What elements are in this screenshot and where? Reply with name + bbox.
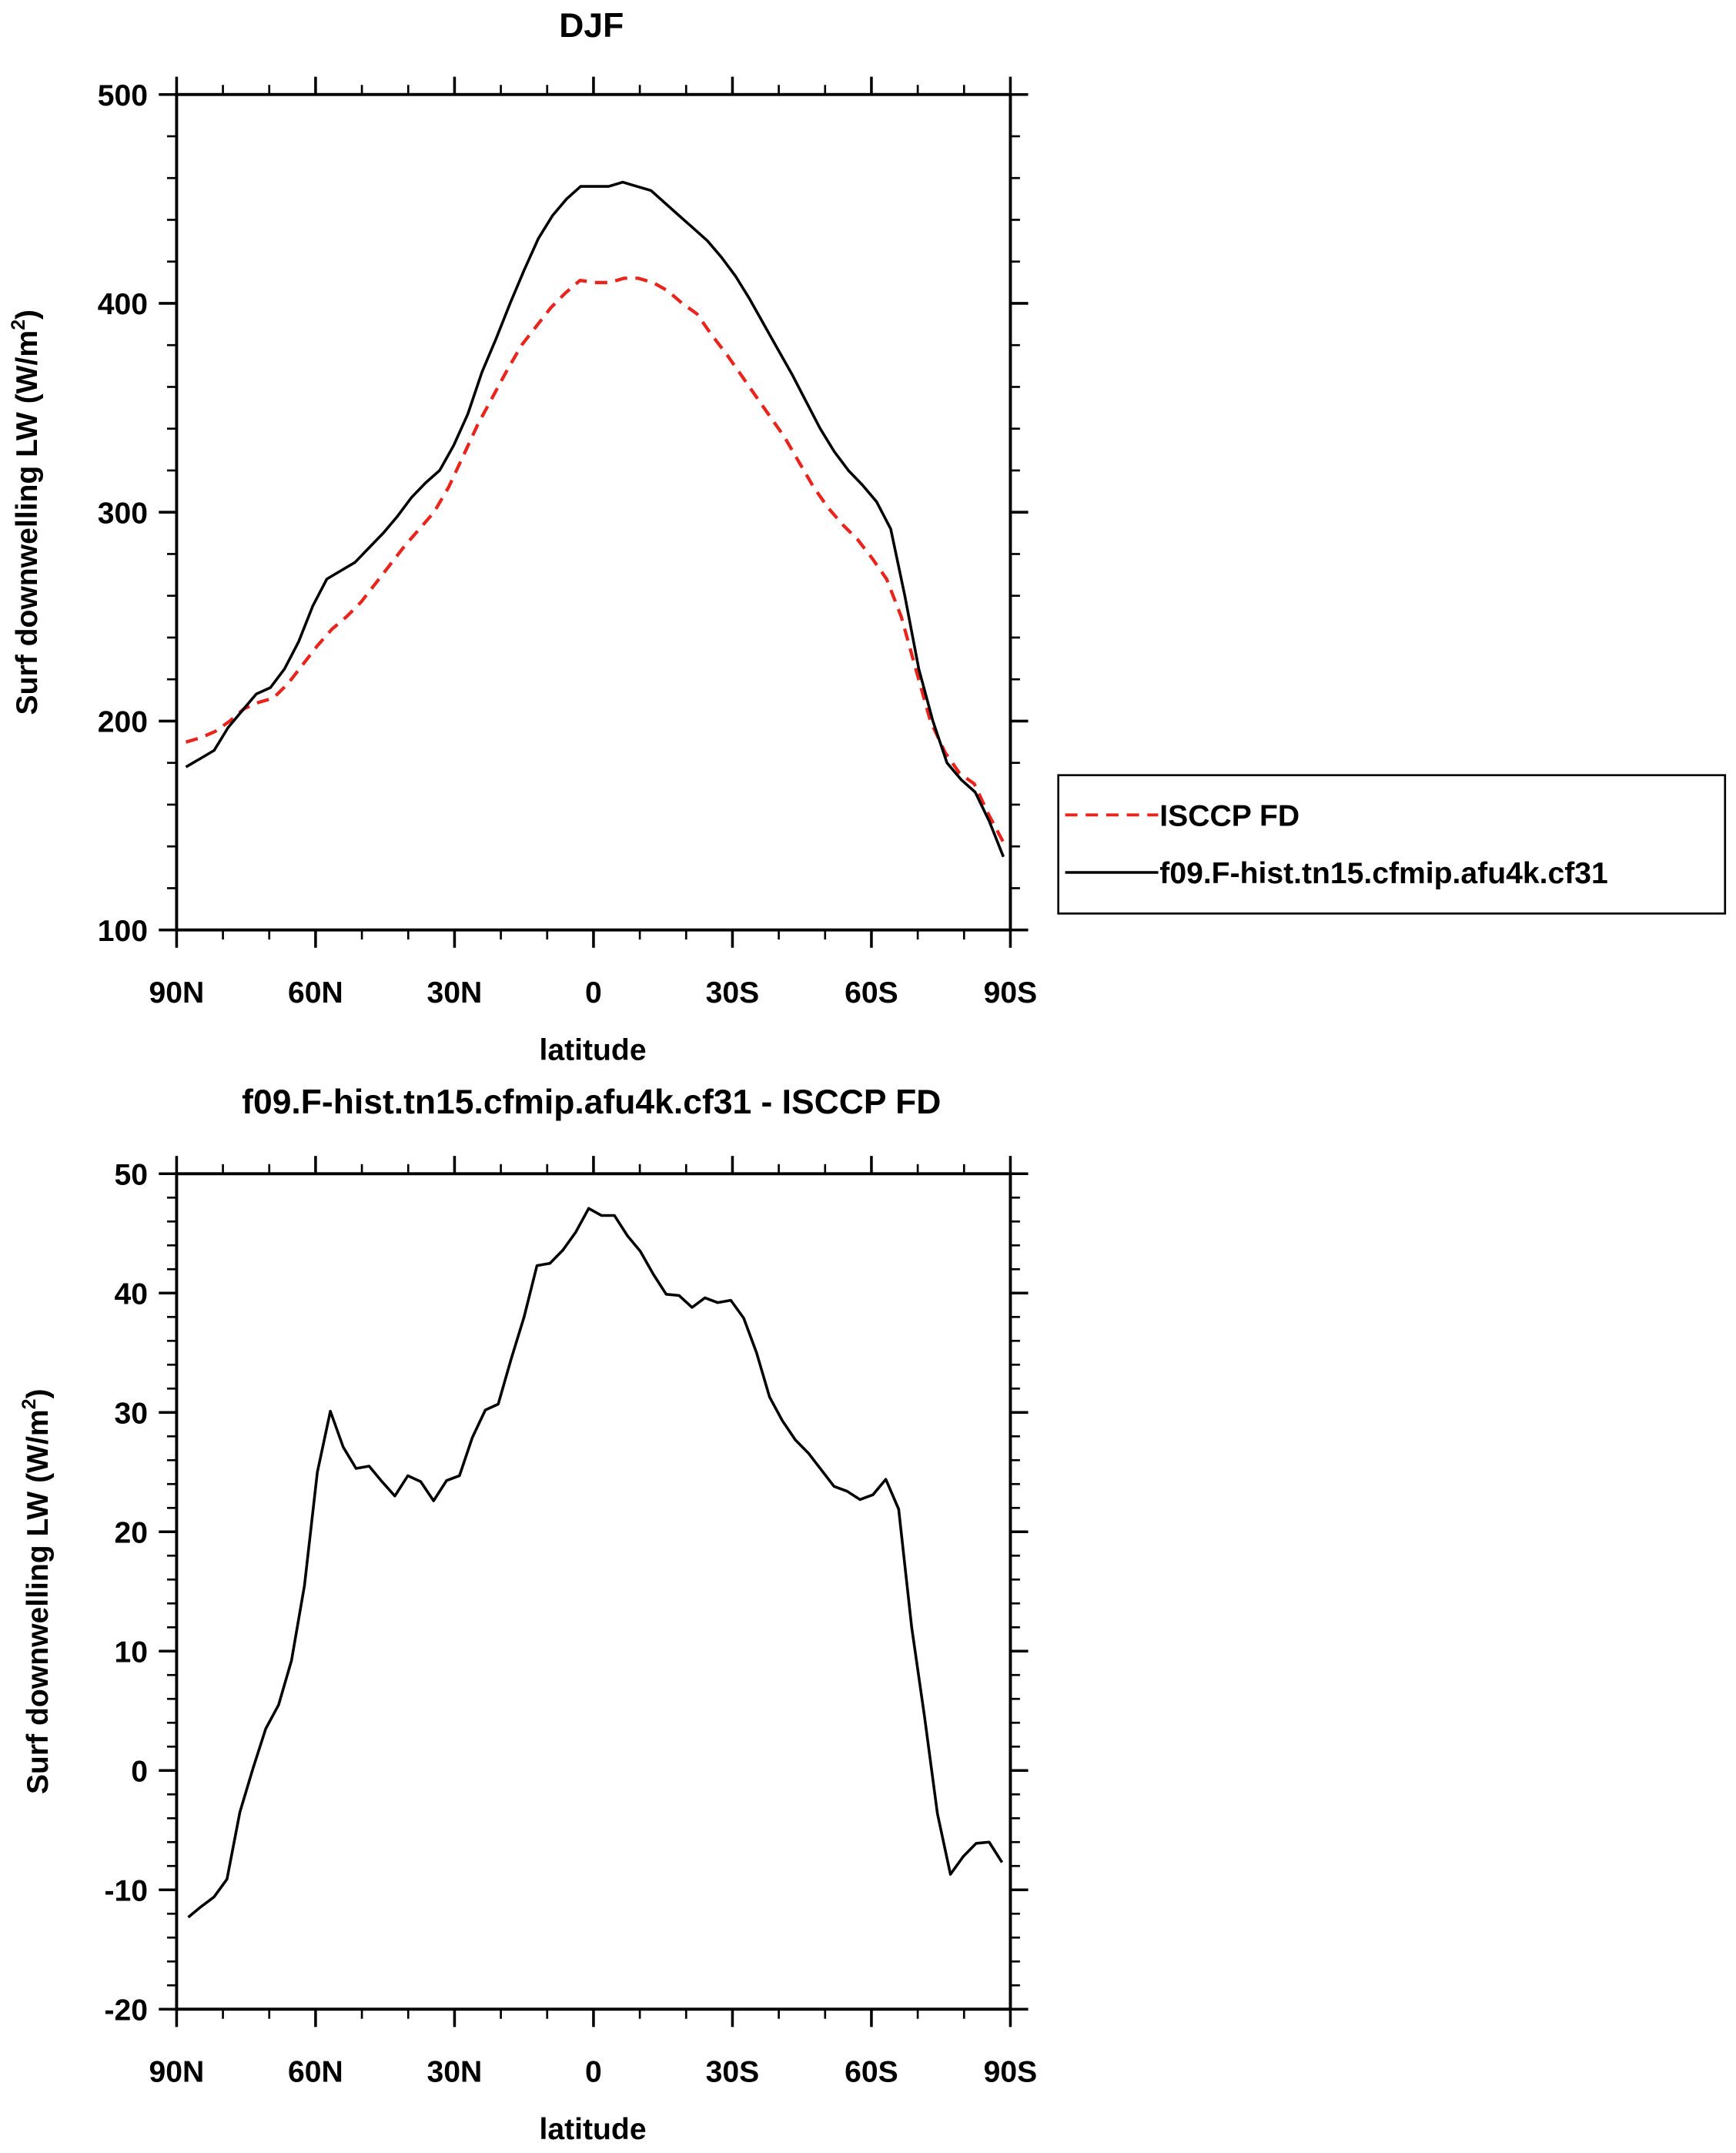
series-layer — [185, 180, 1005, 858]
x-tick-label: 90N — [149, 2056, 205, 2089]
djf-panel: DJF 100 200 300 400 500 90N 60N 30N 0 30S 60S 90S l… — [8, 7, 1727, 1067]
y-tick-label: 10 — [115, 1636, 149, 1669]
y-axis-label: Surf downwelling LW (W/m2) — [8, 310, 44, 715]
series-line-isccp-fd — [185, 276, 1005, 843]
y-tick-label: 0 — [131, 1755, 148, 1788]
series-line-difference — [187, 1207, 1004, 1919]
y-tick-label: 50 — [115, 1159, 149, 1192]
legend-box — [1057, 774, 1727, 915]
y-tick-label: 40 — [115, 1278, 149, 1311]
x-tick-label: 30S — [706, 976, 760, 1010]
legend-label-isccp-fd: ISCCP FD — [1159, 800, 1299, 833]
difference-panel: f09.F-hist.tn15.cfmip.afu4k.cf31 - ISCCP… — [18, 1083, 1037, 2146]
x-axis-label: latitude — [540, 1034, 647, 1067]
y-tick-label: 20 — [115, 1516, 149, 1549]
chart-title: DJF — [559, 7, 624, 45]
y-axis-label-close: ) — [11, 310, 44, 320]
y-tick-label: 400 — [98, 288, 148, 321]
x-tick-label: 30N — [427, 2056, 483, 2089]
y-tick-label: 200 — [98, 706, 148, 739]
x-tick-label: 60S — [845, 976, 898, 1010]
chart-title: f09.F-hist.tn15.cfmip.afu4k.cf31 - ISCCP… — [242, 1083, 941, 1121]
x-tick-label: 90S — [984, 976, 1038, 1010]
tick-layer: 100 200 300 400 500 90N 60N 30N 0 30S 60S 90S — [98, 76, 1038, 1010]
y-axis-label-superscript: 2 — [18, 1398, 40, 1409]
legend: ISCCP FD f09.F-hist.tn15.cfmip.afu4k.cf3… — [1057, 774, 1727, 915]
series-line-f09-f-hist-tn15-cfmip-afu4k-cf31 — [185, 180, 1005, 858]
y-tick-label: 100 — [98, 915, 148, 948]
y-axis-label: Surf downwelling LW (W/m2) — [18, 1388, 55, 1794]
tick-layer: -20 -10 0 10 20 30 40 50 90N 60N 30N 0 30S 60S 90S — [105, 1156, 1038, 2089]
y-axis-label-text: Surf downwelling LW (W/m — [22, 1409, 55, 1794]
y-axis-label-superscript: 2 — [8, 320, 29, 330]
x-tick-label: 0 — [585, 2056, 602, 2089]
legend-label-model: f09.F-hist.tn15.cfmip.afu4k.cf31 — [1159, 857, 1607, 890]
x-tick-label: 90N — [149, 976, 205, 1010]
y-tick-label: 500 — [98, 79, 148, 112]
y-tick-label: 300 — [98, 497, 148, 530]
x-tick-label: 60S — [845, 2056, 898, 2089]
x-tick-label: 30S — [706, 2056, 760, 2089]
y-tick-label: -20 — [105, 1994, 149, 2027]
y-tick-label: 30 — [115, 1397, 149, 1430]
y-tick-label: -10 — [105, 1874, 149, 1907]
plot-area-frame — [175, 92, 1012, 932]
series-layer — [187, 1207, 1004, 1919]
y-axis-label-close: ) — [22, 1388, 55, 1398]
x-axis-label: latitude — [540, 2113, 647, 2146]
x-tick-label: 30N — [427, 976, 483, 1010]
x-tick-label: 90S — [984, 2056, 1038, 2089]
x-tick-label: 0 — [585, 976, 602, 1010]
y-axis-label-text: Surf downwelling LW (W/m — [11, 330, 44, 715]
x-tick-label: 60N — [288, 2056, 343, 2089]
plot-area-frame — [175, 1172, 1012, 2011]
x-tick-label: 60N — [288, 976, 343, 1010]
